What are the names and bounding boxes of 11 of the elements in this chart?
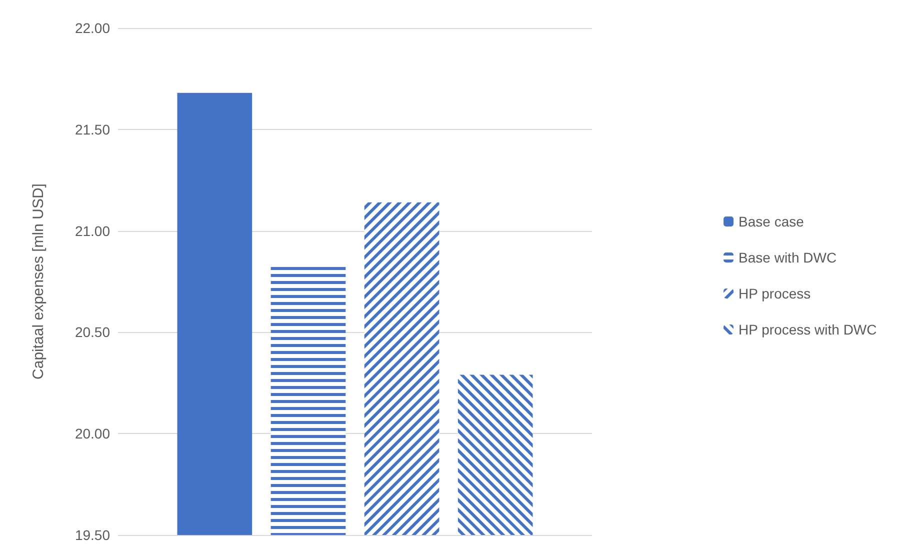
y-tick-label: 21.00 [74,222,110,239]
legend-label: HP process with DWC [738,322,877,338]
legend-label: Base case [738,214,804,230]
y-tick-label: 20.50 [74,324,110,340]
y-tick-label: 20.00 [74,426,110,442]
legend-label: Base with DWC [738,250,837,266]
y-tick-label: 21.50 [74,121,110,138]
legend-label: HP process [738,286,811,302]
y-tick-label: 22.00 [74,20,110,36]
y-tick-label: 19.50 [74,527,110,543]
y-axis-title: Capitaal expenses [mln USD] [30,184,47,380]
